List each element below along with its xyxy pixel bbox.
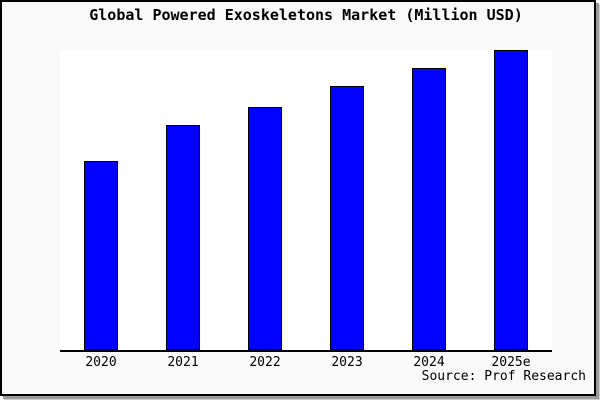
bar-2021 (166, 125, 200, 350)
x-tick-label-2024: 2024 (413, 355, 445, 370)
x-tick-label-2023: 2023 (331, 355, 363, 370)
bar-2020 (84, 161, 118, 350)
x-tick-label-2025e: 2025e (491, 355, 531, 370)
x-tick-label-2022: 2022 (249, 355, 281, 370)
bar-2023 (330, 86, 364, 350)
bar-2025e (494, 50, 528, 350)
source-note: Source: Prof Research (421, 369, 586, 384)
plot-area (60, 50, 552, 352)
x-tick-label-2020: 2020 (85, 355, 117, 370)
bar-2024 (412, 68, 446, 350)
x-axis-labels: 2020 2021 2022 2023 2024 2025e (60, 355, 552, 371)
chart-title: Global Powered Exoskeletons Market (Mill… (89, 6, 523, 24)
x-axis-line (60, 350, 552, 352)
x-tick-label-2021: 2021 (167, 355, 199, 370)
bar-2022 (248, 107, 282, 350)
